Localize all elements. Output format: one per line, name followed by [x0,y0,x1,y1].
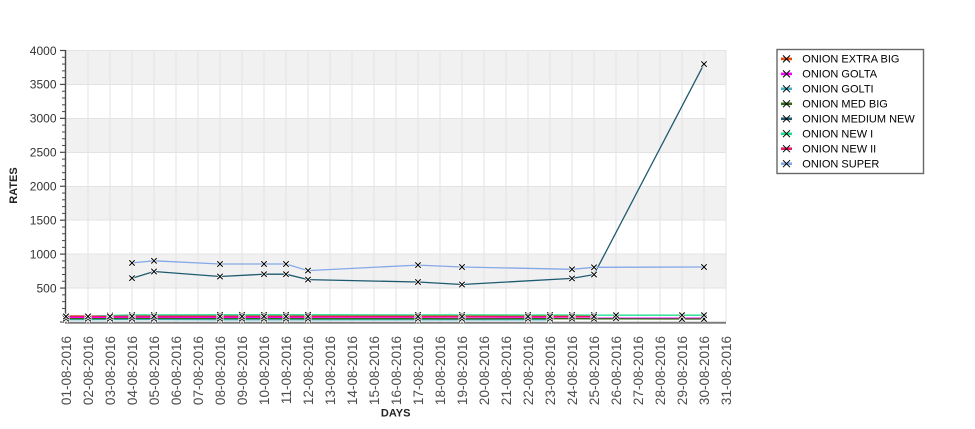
svg-text:ONION MED BIG: ONION MED BIG [802,99,888,111]
svg-text:2000: 2000 [30,180,57,194]
svg-text:16-08-2016: 16-08-2016 [389,336,404,405]
svg-text:17-08-2016: 17-08-2016 [411,336,426,405]
svg-text:DAYS: DAYS [381,407,411,419]
svg-text:29-08-2016: 29-08-2016 [675,336,690,405]
svg-text:30-08-2016: 30-08-2016 [697,336,712,405]
svg-text:27-08-2016: 27-08-2016 [631,336,646,405]
svg-text:500: 500 [36,281,56,295]
svg-text:1000: 1000 [30,247,57,261]
svg-text:ONION MEDIUM NEW: ONION MEDIUM NEW [802,114,915,126]
svg-text:10-08-2016: 10-08-2016 [257,336,272,405]
svg-text:3500: 3500 [30,78,57,92]
svg-text:ONION GOLTA: ONION GOLTA [802,69,877,81]
svg-text:06-08-2016: 06-08-2016 [169,336,184,405]
svg-text:22-08-2016: 22-08-2016 [521,336,536,405]
svg-text:31-08-2016: 31-08-2016 [719,336,734,405]
svg-text:25-08-2016: 25-08-2016 [587,336,602,405]
svg-text:3000: 3000 [30,112,57,126]
svg-text:ONION GOLTI: ONION GOLTI [802,84,873,96]
svg-text:26-08-2016: 26-08-2016 [609,336,624,405]
svg-text:28-08-2016: 28-08-2016 [653,336,668,405]
svg-text:05-08-2016: 05-08-2016 [147,336,162,405]
svg-text:08-08-2016: 08-08-2016 [213,336,228,405]
svg-text:ONION NEW I: ONION NEW I [802,129,873,141]
svg-text:20-08-2016: 20-08-2016 [477,336,492,405]
svg-text:1500: 1500 [30,214,57,228]
svg-text:2500: 2500 [30,146,57,160]
svg-text:19-08-2016: 19-08-2016 [455,336,470,405]
svg-text:RATES: RATES [8,167,20,203]
svg-text:07-08-2016: 07-08-2016 [191,336,206,405]
svg-text:03-08-2016: 03-08-2016 [103,336,118,405]
svg-text:09-08-2016: 09-08-2016 [235,336,250,405]
svg-text:04-08-2016: 04-08-2016 [125,336,140,405]
svg-text:15-08-2016: 15-08-2016 [367,336,382,405]
svg-text:02-08-2016: 02-08-2016 [81,336,96,405]
svg-text:01-08-2016: 01-08-2016 [59,336,74,405]
svg-text:ONION SUPER: ONION SUPER [802,159,879,171]
svg-text:ONION NEW II: ONION NEW II [802,144,876,156]
svg-text:14-08-2016: 14-08-2016 [345,336,360,405]
svg-text:11-08-2016: 11-08-2016 [279,336,294,404]
svg-text:12-08-2016: 12-08-2016 [301,336,316,405]
svg-text:21-08-2016: 21-08-2016 [499,336,514,405]
svg-text:18-08-2016: 18-08-2016 [433,336,448,405]
svg-text:24-08-2016: 24-08-2016 [565,336,580,405]
svg-text:ONION EXTRA BIG: ONION EXTRA BIG [802,54,899,66]
svg-text:4000: 4000 [30,44,57,58]
svg-text:13-08-2016: 13-08-2016 [323,336,338,405]
svg-text:23-08-2016: 23-08-2016 [543,336,558,405]
